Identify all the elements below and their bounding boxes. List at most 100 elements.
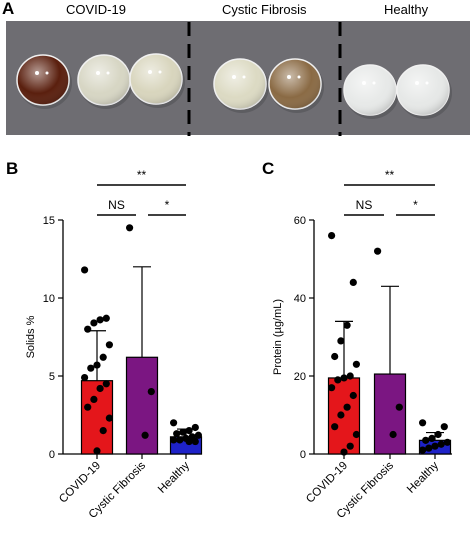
data-point bbox=[185, 437, 193, 446]
data-point bbox=[331, 423, 339, 431]
data-point bbox=[349, 391, 357, 400]
y-tick-label: 40 bbox=[294, 293, 306, 305]
bar bbox=[373, 373, 407, 455]
drop-shine bbox=[269, 59, 321, 109]
data-point bbox=[90, 395, 98, 403]
group-label-healthy: Healthy bbox=[384, 2, 429, 17]
data-point bbox=[93, 447, 101, 455]
data-point bbox=[349, 278, 357, 286]
group-label-covid: COVID-19 bbox=[66, 2, 126, 17]
y-axis-title: Protein (µg/mL) bbox=[272, 299, 284, 375]
significance-label: ** bbox=[137, 168, 147, 182]
sample-drop bbox=[16, 54, 72, 109]
data-point bbox=[340, 374, 348, 382]
sample-drop bbox=[268, 58, 324, 113]
x-category-label: Healthy bbox=[156, 459, 192, 495]
data-point bbox=[443, 438, 451, 446]
y-tick-label: 0 bbox=[49, 449, 55, 461]
drop-shine bbox=[17, 55, 69, 105]
significance-label: * bbox=[413, 198, 418, 212]
y-tick-label: 60 bbox=[294, 215, 306, 227]
data-point bbox=[105, 341, 113, 349]
data-point bbox=[191, 423, 199, 432]
y-axis-title: Solids % bbox=[25, 315, 37, 358]
data-point bbox=[173, 430, 181, 438]
y-tick-label: 5 bbox=[49, 371, 55, 383]
panel-c-letter: C bbox=[262, 159, 274, 178]
data-point bbox=[185, 427, 193, 435]
drop-highlight bbox=[232, 75, 236, 79]
data-point bbox=[105, 414, 113, 422]
panel-b-letter: B bbox=[6, 159, 18, 178]
data-point bbox=[419, 419, 427, 427]
drop-highlight bbox=[415, 81, 419, 85]
data-point bbox=[194, 431, 202, 439]
drop-highlight bbox=[242, 75, 246, 79]
data-point bbox=[99, 353, 107, 361]
drop-highlight bbox=[45, 71, 49, 75]
y-tick-label: 20 bbox=[294, 371, 306, 383]
data-point bbox=[395, 403, 403, 411]
drop-highlight bbox=[372, 81, 376, 85]
drop-shine bbox=[344, 65, 396, 115]
data-point bbox=[102, 380, 110, 388]
data-point bbox=[328, 384, 336, 392]
data-point bbox=[419, 446, 427, 454]
y-tick-label: 15 bbox=[43, 215, 55, 227]
data-point bbox=[352, 360, 360, 368]
data-point bbox=[425, 444, 433, 452]
data-point bbox=[346, 442, 354, 450]
data-point bbox=[328, 232, 336, 240]
data-point bbox=[374, 247, 382, 255]
data-point bbox=[428, 434, 436, 442]
group-label-cystic-fibrosis: Cystic Fibrosis bbox=[222, 2, 307, 17]
panel-a: A COVID-19 Cystic Fibrosis Healthy bbox=[2, 0, 470, 136]
data-point bbox=[331, 352, 339, 361]
drop-highlight bbox=[35, 71, 39, 75]
drop-shine bbox=[397, 65, 449, 115]
data-point bbox=[334, 376, 342, 384]
data-point bbox=[170, 436, 178, 444]
drop-highlight bbox=[148, 70, 152, 74]
sample-drop bbox=[343, 64, 399, 119]
drop-shine bbox=[130, 54, 182, 104]
data-point bbox=[422, 436, 430, 444]
panel-a-letter: A bbox=[2, 0, 14, 18]
data-point bbox=[170, 419, 178, 427]
drop-highlight bbox=[425, 81, 429, 85]
sample-drop bbox=[129, 53, 185, 108]
y-tick-label: 0 bbox=[300, 449, 306, 461]
data-point bbox=[440, 423, 448, 431]
data-point bbox=[84, 403, 92, 411]
data-point bbox=[340, 448, 348, 456]
data-point bbox=[389, 430, 397, 439]
data-point bbox=[337, 337, 345, 345]
data-point bbox=[102, 314, 110, 322]
data-point bbox=[179, 428, 187, 436]
drop-highlight bbox=[96, 71, 100, 75]
bar bbox=[125, 356, 159, 455]
significance-label: * bbox=[165, 198, 170, 212]
data-point bbox=[141, 431, 149, 439]
data-point bbox=[176, 436, 184, 444]
x-category-label: COVID-19 bbox=[304, 460, 350, 506]
sample-drops bbox=[16, 53, 452, 119]
drop-highlight bbox=[297, 75, 301, 79]
sample-drop bbox=[396, 64, 452, 119]
data-point bbox=[191, 437, 199, 446]
drop-highlight bbox=[106, 71, 110, 75]
significance-label: NS bbox=[356, 198, 373, 212]
data-point bbox=[352, 430, 360, 439]
drop-shine bbox=[214, 59, 266, 109]
data-point bbox=[99, 427, 107, 435]
data-point bbox=[81, 266, 89, 274]
x-category-label: COVID-19 bbox=[57, 460, 103, 506]
drop-shine bbox=[78, 55, 130, 105]
sample-drop bbox=[213, 58, 269, 113]
data-point bbox=[87, 364, 95, 372]
data-point bbox=[431, 442, 439, 450]
data-point bbox=[96, 316, 104, 324]
